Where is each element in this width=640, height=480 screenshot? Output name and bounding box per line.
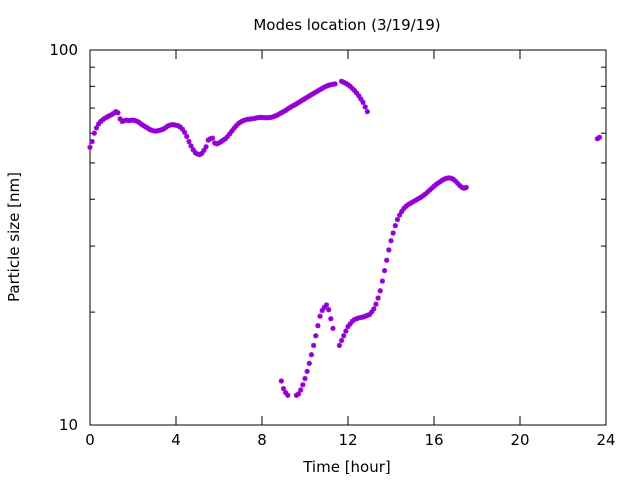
data-point — [231, 125, 237, 131]
data-point — [392, 223, 398, 229]
data-point — [362, 104, 368, 110]
y-tick-label: 100 — [49, 41, 78, 59]
data-point — [328, 316, 334, 322]
data-point — [596, 134, 603, 140]
data-point — [381, 268, 388, 274]
data-point — [384, 257, 390, 263]
data-point — [388, 238, 394, 244]
data-point — [184, 133, 190, 140]
data-point — [330, 325, 336, 331]
data-point — [379, 278, 385, 284]
data-point — [332, 81, 338, 87]
data-point — [394, 216, 401, 223]
x-tick-label: 12 — [338, 431, 357, 449]
data-point — [302, 375, 308, 382]
data-point — [317, 313, 323, 319]
x-tick-label: 8 — [257, 431, 267, 449]
chart-title: Modes location (3/19/19) — [253, 16, 440, 34]
data-point — [371, 306, 377, 312]
x-axis-label: Time [hour] — [302, 458, 391, 476]
y-tick-label: 10 — [59, 416, 78, 434]
data-point — [300, 382, 306, 388]
data-point — [360, 99, 366, 105]
data-point — [283, 390, 289, 396]
data-point — [343, 328, 349, 334]
data-point — [390, 230, 396, 236]
data-point — [89, 138, 95, 145]
data-point — [201, 147, 207, 153]
data-point — [203, 144, 209, 150]
data-point — [225, 133, 231, 140]
data-point — [188, 143, 194, 149]
y-axis-label: Particle size [nm] — [5, 172, 23, 302]
data-point — [463, 184, 469, 191]
axis-ticks — [89, 49, 607, 426]
data-point — [315, 323, 321, 329]
data-point — [306, 360, 312, 366]
x-tick-label: 24 — [596, 431, 615, 449]
axis-tick-labels: 0 4 8 12 16 20 24 10 100 — [49, 41, 615, 449]
x-tick-label: 16 — [424, 431, 443, 449]
data-point — [298, 387, 304, 393]
data-point — [115, 110, 121, 116]
data-point — [397, 212, 403, 218]
data-point — [373, 301, 379, 307]
data-point — [308, 352, 315, 358]
x-tick-label: 0 — [85, 431, 95, 449]
data-point — [304, 368, 310, 374]
x-tick-label: 4 — [171, 431, 181, 449]
data-point — [399, 208, 405, 215]
data-point — [364, 109, 370, 115]
data-point — [336, 342, 342, 349]
data-markers — [87, 78, 603, 398]
data-point — [338, 337, 345, 344]
data-point — [375, 295, 381, 301]
data-point — [93, 125, 100, 131]
data-point — [280, 386, 287, 392]
data-point — [186, 138, 192, 145]
data-point — [278, 378, 284, 384]
data-point — [377, 288, 383, 294]
data-point — [285, 392, 291, 398]
data-point — [182, 129, 188, 135]
data-point — [341, 333, 347, 339]
data-point — [179, 126, 186, 132]
data-point — [311, 342, 317, 349]
data-point — [313, 333, 319, 339]
data-point — [209, 135, 216, 141]
data-point — [295, 391, 302, 397]
data-point — [323, 302, 330, 308]
data-point — [386, 247, 392, 253]
data-point — [326, 307, 332, 313]
x-tick-label: 20 — [510, 431, 529, 449]
plot-frame — [89, 49, 607, 426]
data-point — [91, 130, 97, 136]
data-point — [87, 144, 93, 150]
